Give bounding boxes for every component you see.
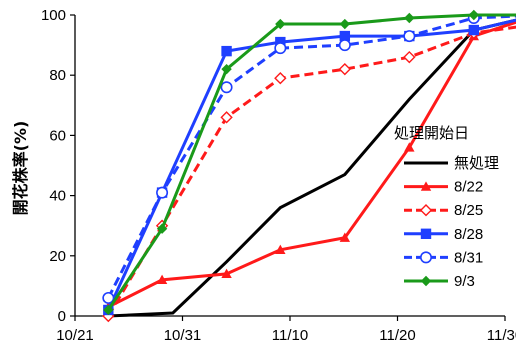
legend-label: 8/25: [454, 202, 483, 219]
data-point: [404, 12, 415, 24]
data-point: [275, 18, 286, 30]
series-line: [106, 18, 516, 311]
data-point: [220, 81, 233, 94]
y-tick-label: 20: [49, 248, 66, 265]
legend-title: 処理開始日: [394, 124, 469, 142]
x-tick-labels: 10/21 10/31 11/10 11/20 11/30: [56, 327, 516, 344]
series-line: [107, 20, 516, 309]
legend-label: 8/28: [454, 226, 483, 243]
x-tick-label: 10/21: [56, 327, 94, 344]
series-line: [106, 14, 516, 299]
legend-item: 8/22: [404, 179, 483, 196]
data-point: [403, 30, 416, 43]
x-tick-label: 10/31: [164, 327, 202, 344]
data-point: [156, 223, 168, 234]
legend-marker: [420, 181, 432, 191]
data-point: [468, 24, 480, 36]
legend-marker: [420, 228, 432, 239]
series-line: [107, 13, 516, 311]
y-tick-label: 0: [58, 308, 66, 325]
y-tick-label: 60: [49, 127, 66, 144]
legend-item: 8/25: [404, 202, 483, 219]
x-tick-label: 11/20: [379, 327, 415, 344]
data-point: [275, 244, 286, 254]
legend-item: 8/28: [404, 226, 483, 243]
data-point: [156, 186, 169, 199]
data-point: [403, 50, 416, 64]
data-point: [156, 274, 168, 285]
data-point: [339, 30, 351, 42]
legend-marker: [420, 275, 432, 287]
legend-item: 8/31: [404, 249, 483, 266]
series-line: [108, 18, 516, 318]
series-5: [103, 9, 516, 316]
series-lines: [102, 9, 516, 323]
legend-marker: [419, 204, 433, 217]
data-point: [338, 62, 352, 76]
y-tick-label: 100: [41, 7, 66, 24]
data-point: [220, 111, 233, 124]
data-point: [274, 72, 287, 85]
legend: 処理開始日 無処理 8/22 8/25 8/28 8/31 9/3: [394, 124, 499, 290]
y-tick-label: 40: [49, 188, 66, 205]
legend-item: 無処理: [404, 155, 499, 172]
data-point: [221, 63, 232, 75]
series-4: [102, 12, 516, 304]
legend-label: 無処理: [454, 155, 499, 172]
series-0: [108, 18, 516, 318]
y-axis-label: 開花株率(%): [11, 121, 30, 216]
legend-marker: [419, 251, 432, 264]
data-point: [221, 268, 232, 279]
series-1: [103, 20, 516, 312]
series-line: [107, 25, 516, 317]
data-point: [103, 304, 114, 316]
y-tick-label: 80: [49, 67, 66, 84]
data-point: [404, 142, 415, 152]
y-tick-labels: 0 20 40 60 80 100: [41, 7, 66, 325]
legend-label: 8/22: [454, 179, 483, 196]
data-point: [468, 9, 480, 21]
x-tick-label: 11/30: [487, 327, 516, 344]
data-point: [102, 291, 115, 304]
legend-label: 8/31: [454, 249, 483, 266]
data-point: [339, 232, 351, 242]
legend-item: 9/3: [404, 273, 475, 290]
data-point: [274, 42, 287, 55]
data-point: [221, 45, 232, 57]
axes: [70, 14, 506, 321]
legend-label: 9/3: [454, 273, 475, 290]
data-point: [275, 36, 286, 48]
data-point: [338, 39, 351, 52]
x-tick-label: 11/10: [272, 327, 308, 344]
data-point: [339, 18, 351, 30]
